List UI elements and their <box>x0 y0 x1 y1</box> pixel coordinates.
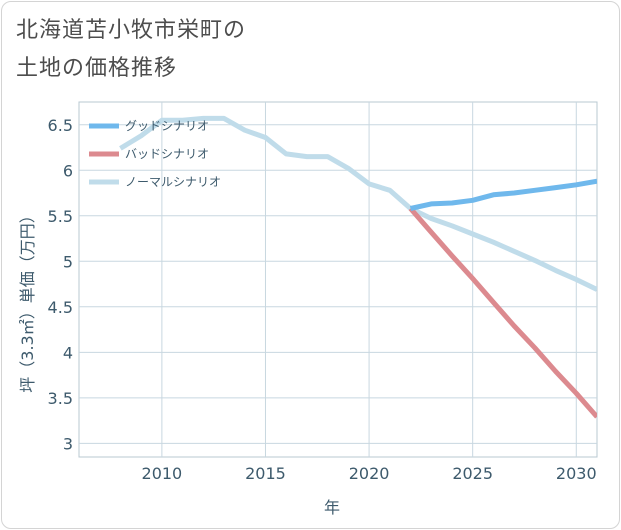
x-tick-label: 2010 <box>142 464 183 483</box>
legend-label: グッドシナリオ <box>125 119 209 133</box>
legend-label: バッドシナリオ <box>125 147 209 161</box>
x-axis-title: 年 <box>324 498 340 517</box>
y-tick-label: 4.5 <box>48 298 73 317</box>
series-line-1 <box>408 206 597 419</box>
y-axis-title: 坪（3.3㎡）単価（万円） <box>18 207 37 392</box>
chart-title-line-2: 土地の価格推移 <box>16 56 178 81</box>
y-tick-label: 5 <box>63 252 73 271</box>
chart-title-line-1: 北海道苫小牧市栄町の <box>16 18 247 43</box>
x-tick-label: 2015 <box>245 464 286 483</box>
series-line-0 <box>409 178 597 211</box>
y-tick-label: 6 <box>63 161 73 180</box>
series-lines <box>119 115 597 419</box>
y-tick-label: 3 <box>63 434 73 453</box>
tick-labels: 2010 2015 2020 2025 2030 3 3.5 4 4.5 5 5.5 6 6.5 <box>48 116 597 483</box>
x-tick-label: 2020 <box>349 464 390 483</box>
grid-lines <box>78 101 598 458</box>
y-tick-label: 4 <box>63 343 73 362</box>
chart-title: 北海道苫小牧市栄町の 土地の価格推移 <box>16 12 246 88</box>
series-line-2 <box>119 115 597 292</box>
x-tick-label: 2030 <box>556 464 597 483</box>
y-tick-label: 6.5 <box>48 116 73 135</box>
legend-label: ノーマルシナリオ <box>125 175 221 189</box>
y-tick-label: 5.5 <box>48 207 73 226</box>
plot-area <box>78 101 598 458</box>
y-tick-label: 3.5 <box>48 389 73 408</box>
x-tick-label: 2025 <box>452 464 493 483</box>
